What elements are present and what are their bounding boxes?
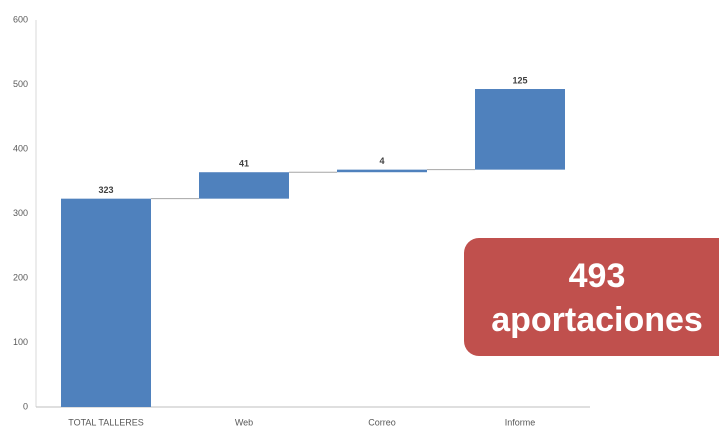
bar (475, 89, 565, 170)
x-tick-label: Correo (368, 417, 396, 426)
data-label: 41 (239, 159, 249, 169)
y-tick-label: 600 (13, 14, 28, 24)
bar (337, 169, 427, 173)
data-label: 323 (98, 185, 113, 195)
annotation-number: 493 (569, 257, 626, 295)
y-tick-label: 100 (13, 337, 28, 347)
x-tick-label: Informe (505, 417, 536, 426)
x-tick-label: Web (235, 417, 253, 426)
data-label: 125 (512, 75, 527, 85)
y-tick-label: 500 (13, 79, 28, 89)
y-tick-label: 200 (13, 272, 28, 282)
y-tick-label: 300 (13, 208, 28, 218)
y-tick-label: 400 (13, 143, 28, 153)
annotation-box (464, 238, 719, 356)
data-label: 4 (379, 156, 384, 166)
bar (199, 172, 289, 199)
bar (61, 198, 151, 407)
y-tick-label: 0 (23, 401, 28, 411)
x-tick-label: TOTAL TALLERES (68, 417, 144, 426)
annotation-text: aportaciones (491, 301, 703, 339)
